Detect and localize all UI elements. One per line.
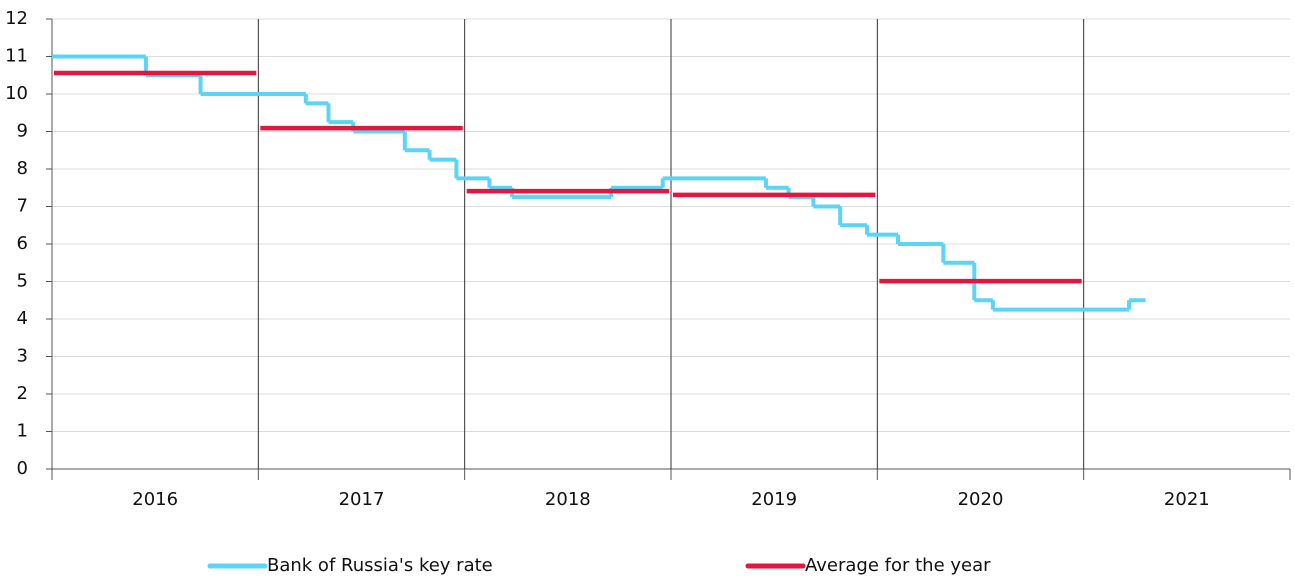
- x-tick-label: 2017: [339, 489, 385, 510]
- y-tick-label: 9: [17, 121, 28, 142]
- y-tick-label: 12: [5, 8, 28, 29]
- y-tick-label: 0: [17, 458, 28, 479]
- legend-label: Bank of Russia's key rate: [267, 555, 493, 576]
- y-tick-label: 11: [5, 46, 28, 67]
- x-tick-label: 2021: [1164, 489, 1210, 510]
- legend-label: Average for the year: [805, 555, 991, 576]
- y-tick-label: 4: [17, 308, 28, 329]
- y-tick-label: 8: [17, 158, 28, 179]
- x-tick-label: 2020: [958, 489, 1004, 510]
- y-tick-label: 5: [17, 271, 28, 292]
- y-tick-label: 6: [17, 233, 28, 254]
- x-tick-label: 2016: [132, 489, 178, 510]
- y-tick-label: 10: [5, 83, 28, 104]
- y-tick-label: 3: [17, 346, 28, 367]
- x-tick-label: 2019: [751, 489, 797, 510]
- x-tick-label: 2018: [545, 489, 591, 510]
- y-tick-label: 7: [17, 196, 28, 217]
- y-tick-label: 2: [17, 383, 28, 404]
- y-tick-label: 1: [17, 421, 28, 442]
